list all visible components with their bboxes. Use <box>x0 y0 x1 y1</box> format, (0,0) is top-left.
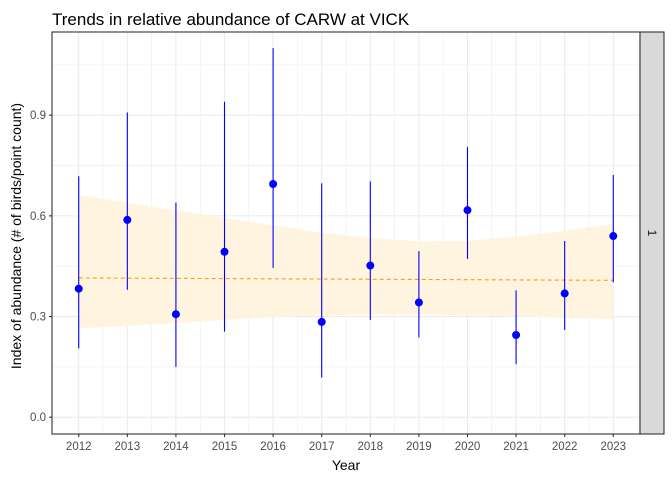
data-point <box>123 215 132 224</box>
x-tick-label: 2013 <box>115 441 141 453</box>
x-tick-label: 2019 <box>406 441 432 453</box>
x-axis-title: Year <box>332 457 361 473</box>
y-tick-label: 0.9 <box>30 110 46 122</box>
y-tick-label: 0.6 <box>30 211 46 223</box>
chart-title: Trends in relative abundance of CARW at … <box>52 10 410 29</box>
data-point <box>463 206 472 215</box>
data-point <box>269 180 278 189</box>
data-point <box>512 331 521 340</box>
x-tick-label: 2017 <box>309 441 335 453</box>
x-tick-label: 2014 <box>163 441 189 453</box>
facet-strip: 1 <box>639 31 665 435</box>
x-tick-label: 2015 <box>212 441 238 453</box>
y-axis-title: Index of abundance (# of birds/point cou… <box>8 103 24 369</box>
x-tick-label: 2021 <box>503 441 529 453</box>
y-tick-label: 0.3 <box>30 312 46 324</box>
data-point <box>317 317 326 326</box>
data-point <box>220 247 229 256</box>
data-point <box>171 310 180 319</box>
facet-strip-label: 1 <box>645 230 659 237</box>
x-tick-label: 2016 <box>260 441 286 453</box>
x-tick-label: 2022 <box>552 441 578 453</box>
facet-strip-box <box>639 31 665 435</box>
trend-line <box>78 277 614 281</box>
data-point <box>414 298 423 307</box>
data-point <box>560 289 569 298</box>
x-tick-label: 2023 <box>600 441 626 453</box>
data-point <box>74 284 83 293</box>
confidence-ribbon <box>78 195 614 329</box>
y-tick-label: 0.0 <box>30 412 46 424</box>
x-tick-label: 2012 <box>66 441 92 453</box>
x-tick-label: 2018 <box>358 441 384 453</box>
data-point <box>609 232 618 241</box>
plot-panel: 0.0 0.3 0.6 0.9 2012 2013 2014 2015 2016 2017 2018… <box>30 31 641 453</box>
data-point <box>366 261 375 270</box>
x-tick-label: 2020 <box>455 441 481 453</box>
